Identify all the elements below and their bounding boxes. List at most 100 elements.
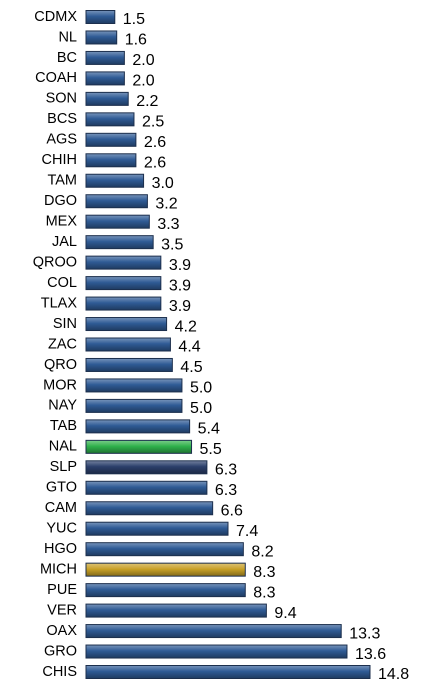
bar: [85, 583, 246, 598]
value-label: 1.6: [125, 32, 147, 49]
value-label: 8.2: [251, 543, 273, 560]
bar: [85, 624, 342, 639]
bar: [85, 10, 116, 24]
bar: [85, 378, 183, 393]
value-label: 3.3: [157, 216, 179, 233]
value-label: 2.6: [144, 134, 166, 151]
category-label: MOR: [43, 377, 77, 393]
value-label: 6.6: [221, 502, 243, 519]
category-label: VER: [47, 602, 77, 618]
bar: [85, 296, 162, 311]
value-label: 4.5: [180, 359, 202, 376]
category-label: JAL: [52, 234, 77, 250]
category-label: NAY: [48, 398, 77, 414]
category-label: SIN: [53, 316, 77, 332]
value-label: 13.3: [349, 625, 380, 642]
value-label: 3.9: [169, 298, 191, 315]
value-label: 6.3: [215, 462, 237, 479]
value-label: 4.2: [175, 318, 197, 335]
category-label: SON: [46, 91, 77, 107]
bar: [85, 132, 137, 147]
category-label: YUC: [46, 521, 77, 537]
bar: [85, 501, 214, 516]
value-label: 3.9: [169, 277, 191, 294]
category-label: COAH: [35, 70, 77, 86]
category-label: CDMX: [34, 9, 77, 25]
value-label: 3.2: [155, 195, 177, 212]
category-label: TAB: [50, 418, 77, 434]
value-label: 6.3: [215, 482, 237, 499]
category-label: QROO: [33, 254, 77, 270]
category-label: CHIS: [42, 664, 77, 680]
category-label: NL: [58, 29, 77, 45]
bar: [85, 71, 125, 86]
category-label: NAL: [49, 439, 77, 455]
bar: [85, 665, 371, 679]
category-label: AGS: [46, 132, 77, 148]
value-label: 5.5: [200, 441, 222, 458]
bar: [85, 194, 148, 209]
bar: [85, 357, 173, 372]
category-label: ZAC: [48, 336, 77, 352]
value-label: 9.4: [274, 605, 296, 622]
category-label: QRO: [44, 357, 77, 373]
category-label: TLAX: [41, 295, 78, 311]
category-label: TAM: [47, 173, 77, 189]
category-label: COL: [47, 275, 77, 291]
bar: [85, 603, 267, 618]
category-label: HGO: [44, 541, 77, 557]
bar: [85, 276, 162, 291]
value-label: 1.5: [123, 11, 145, 28]
value-label: 8.3: [253, 564, 275, 581]
value-label: 3.9: [169, 257, 191, 274]
category-label: PUE: [47, 582, 77, 598]
category-label: BC: [57, 50, 77, 66]
value-label: 2.6: [144, 155, 166, 172]
bar: [85, 398, 183, 413]
bar: [85, 317, 168, 332]
value-label: 8.3: [253, 584, 275, 601]
value-label: 2.5: [142, 114, 164, 131]
bar: [85, 255, 162, 270]
bar: [85, 419, 191, 434]
value-label: 7.4: [236, 523, 258, 540]
category-label: SLP: [50, 459, 77, 475]
bar: [85, 173, 145, 188]
value-label: 5.0: [190, 400, 212, 417]
category-label: GTO: [46, 480, 77, 496]
category-label: MICH: [40, 561, 77, 577]
value-label: 3.0: [152, 175, 174, 192]
value-label: 2.2: [136, 93, 158, 110]
value-label: 14.8: [378, 666, 409, 683]
category-label: DGO: [44, 193, 77, 209]
category-label: CAM: [45, 500, 77, 516]
bar: [85, 460, 208, 475]
bar: [85, 542, 244, 557]
category-label: BCS: [47, 111, 77, 127]
bar: [85, 562, 246, 577]
bar: [85, 521, 229, 536]
category-label: MEX: [46, 214, 78, 230]
bar: [85, 153, 137, 168]
value-label: 2.0: [132, 52, 154, 69]
value-label: 2.0: [132, 73, 154, 90]
category-label: GRO: [44, 643, 77, 659]
bar: [85, 50, 125, 65]
bar: [85, 112, 135, 127]
value-label: 5.0: [190, 380, 212, 397]
category-label: CHIH: [42, 152, 77, 168]
value-label: 4.4: [178, 339, 200, 356]
bar: [85, 644, 348, 659]
bar: [85, 480, 208, 495]
bar: [85, 337, 171, 352]
category-label: OAX: [46, 623, 77, 639]
bar: [85, 439, 193, 454]
value-label: 5.4: [198, 421, 220, 438]
bar: [85, 235, 154, 250]
value-label: 3.5: [161, 236, 183, 253]
bar: [85, 91, 129, 106]
bar: [85, 214, 150, 229]
bar: [85, 30, 118, 45]
value-label: 13.6: [355, 646, 386, 663]
